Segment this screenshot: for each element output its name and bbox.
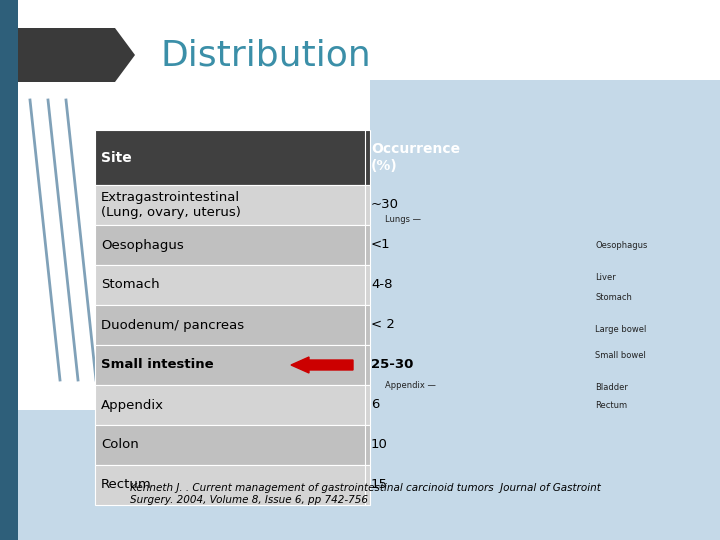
Bar xyxy=(95,385,370,425)
Text: <1: <1 xyxy=(371,239,391,252)
Bar xyxy=(0,0,18,540)
Text: Stomach: Stomach xyxy=(101,279,160,292)
Bar xyxy=(370,80,720,440)
Bar xyxy=(95,185,370,225)
Text: Rectum: Rectum xyxy=(595,401,627,409)
Text: Rectum: Rectum xyxy=(101,478,152,491)
Text: Site: Site xyxy=(101,151,132,165)
Text: Extragastrointestinal
(Lung, ovary, uterus): Extragastrointestinal (Lung, ovary, uter… xyxy=(101,191,241,219)
Text: 4-8: 4-8 xyxy=(371,279,392,292)
Text: 25-30: 25-30 xyxy=(371,359,413,372)
Text: Duodenum/ pancreas: Duodenum/ pancreas xyxy=(101,319,244,332)
Bar xyxy=(95,465,370,505)
Text: Occurrence
(%): Occurrence (%) xyxy=(371,142,460,173)
Polygon shape xyxy=(18,28,135,82)
Text: < 2: < 2 xyxy=(371,319,395,332)
Text: 15: 15 xyxy=(371,478,388,491)
Bar xyxy=(95,225,370,265)
FancyArrow shape xyxy=(291,357,353,373)
Text: Small bowel: Small bowel xyxy=(595,350,646,360)
Text: Appendix —: Appendix — xyxy=(385,381,436,389)
Text: Large bowel: Large bowel xyxy=(595,326,647,334)
Text: Liver: Liver xyxy=(595,273,616,281)
Text: Small intestine: Small intestine xyxy=(101,359,214,372)
Text: Appendix: Appendix xyxy=(101,399,164,411)
Text: Oesophagus: Oesophagus xyxy=(101,239,184,252)
Text: ~30: ~30 xyxy=(371,199,399,212)
Bar xyxy=(95,265,370,305)
Bar xyxy=(95,425,370,465)
Text: Oesophagus: Oesophagus xyxy=(595,240,647,249)
Text: Bladder: Bladder xyxy=(595,382,628,392)
Text: 6: 6 xyxy=(371,399,379,411)
Bar xyxy=(0,0,720,410)
Bar xyxy=(95,130,370,185)
Text: Colon: Colon xyxy=(101,438,139,451)
Bar xyxy=(95,345,370,385)
Text: 10: 10 xyxy=(371,438,388,451)
Text: Distribution: Distribution xyxy=(160,38,371,72)
Text: Lungs —: Lungs — xyxy=(385,215,421,225)
Text: Stomach: Stomach xyxy=(595,293,632,301)
Text: Kenneth J. . Current management of gastrointestinal carcinoid tumors  Journal of: Kenneth J. . Current management of gastr… xyxy=(130,483,601,505)
Bar xyxy=(95,305,370,345)
